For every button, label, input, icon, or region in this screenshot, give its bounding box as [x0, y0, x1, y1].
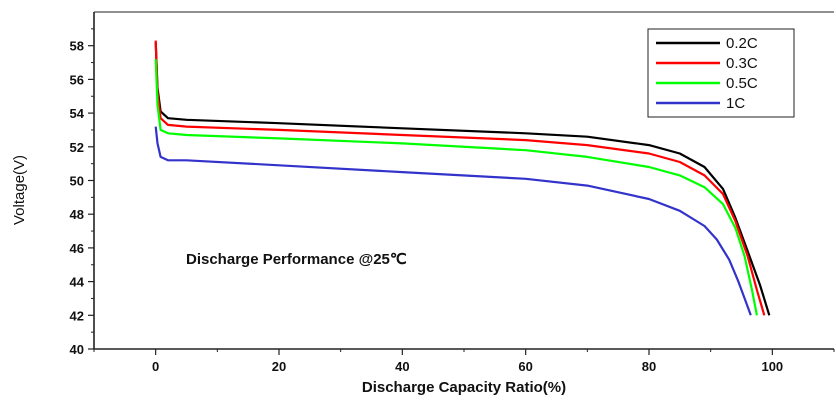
series-line-1C — [154, 126, 752, 316]
y-tick-label: 54 — [70, 106, 85, 121]
legend-label: 1C — [726, 95, 745, 112]
legend-label: 0.5C — [726, 75, 758, 92]
series-line-0_2C — [154, 42, 771, 316]
y-tick-label: 42 — [70, 308, 84, 323]
x-tick-label: 60 — [518, 359, 532, 374]
y-tick-label: 50 — [70, 174, 84, 189]
y-tick-label: 56 — [70, 72, 84, 87]
y-tick-label: 46 — [70, 241, 84, 256]
y-tick-label: 58 — [70, 39, 84, 54]
series-line-0_3C — [154, 40, 766, 316]
x-tick-label: 100 — [761, 359, 783, 374]
y-tick-label: 40 — [70, 342, 84, 357]
x-axis-title: Discharge Capacity Ratio(%) — [362, 379, 566, 396]
y-tick-label: 52 — [70, 140, 84, 155]
chart-annotation: Discharge Performance @25℃ — [186, 251, 407, 268]
x-tick-label: 0 — [152, 359, 159, 374]
x-tick-label: 20 — [272, 359, 286, 374]
x-tick-label: 80 — [642, 359, 656, 374]
y-tick-label: 44 — [70, 275, 85, 290]
y-tick-label: 48 — [70, 207, 84, 222]
y-ticks: 40 42 44 46 48 50 52 54 56 58 — [70, 28, 94, 357]
legend: 0.2C 0.3C 0.5C 1C — [647, 28, 795, 118]
x-ticks: 0 20 40 60 80 100 — [93, 349, 835, 374]
y-axis-title: Voltage(V) — [11, 155, 28, 225]
x-tick-label: 40 — [395, 359, 409, 374]
legend-label: 0.2C — [726, 35, 758, 52]
series-line-0_5C — [154, 59, 758, 316]
legend-label: 0.3C — [726, 55, 758, 72]
series-layer — [154, 40, 771, 316]
